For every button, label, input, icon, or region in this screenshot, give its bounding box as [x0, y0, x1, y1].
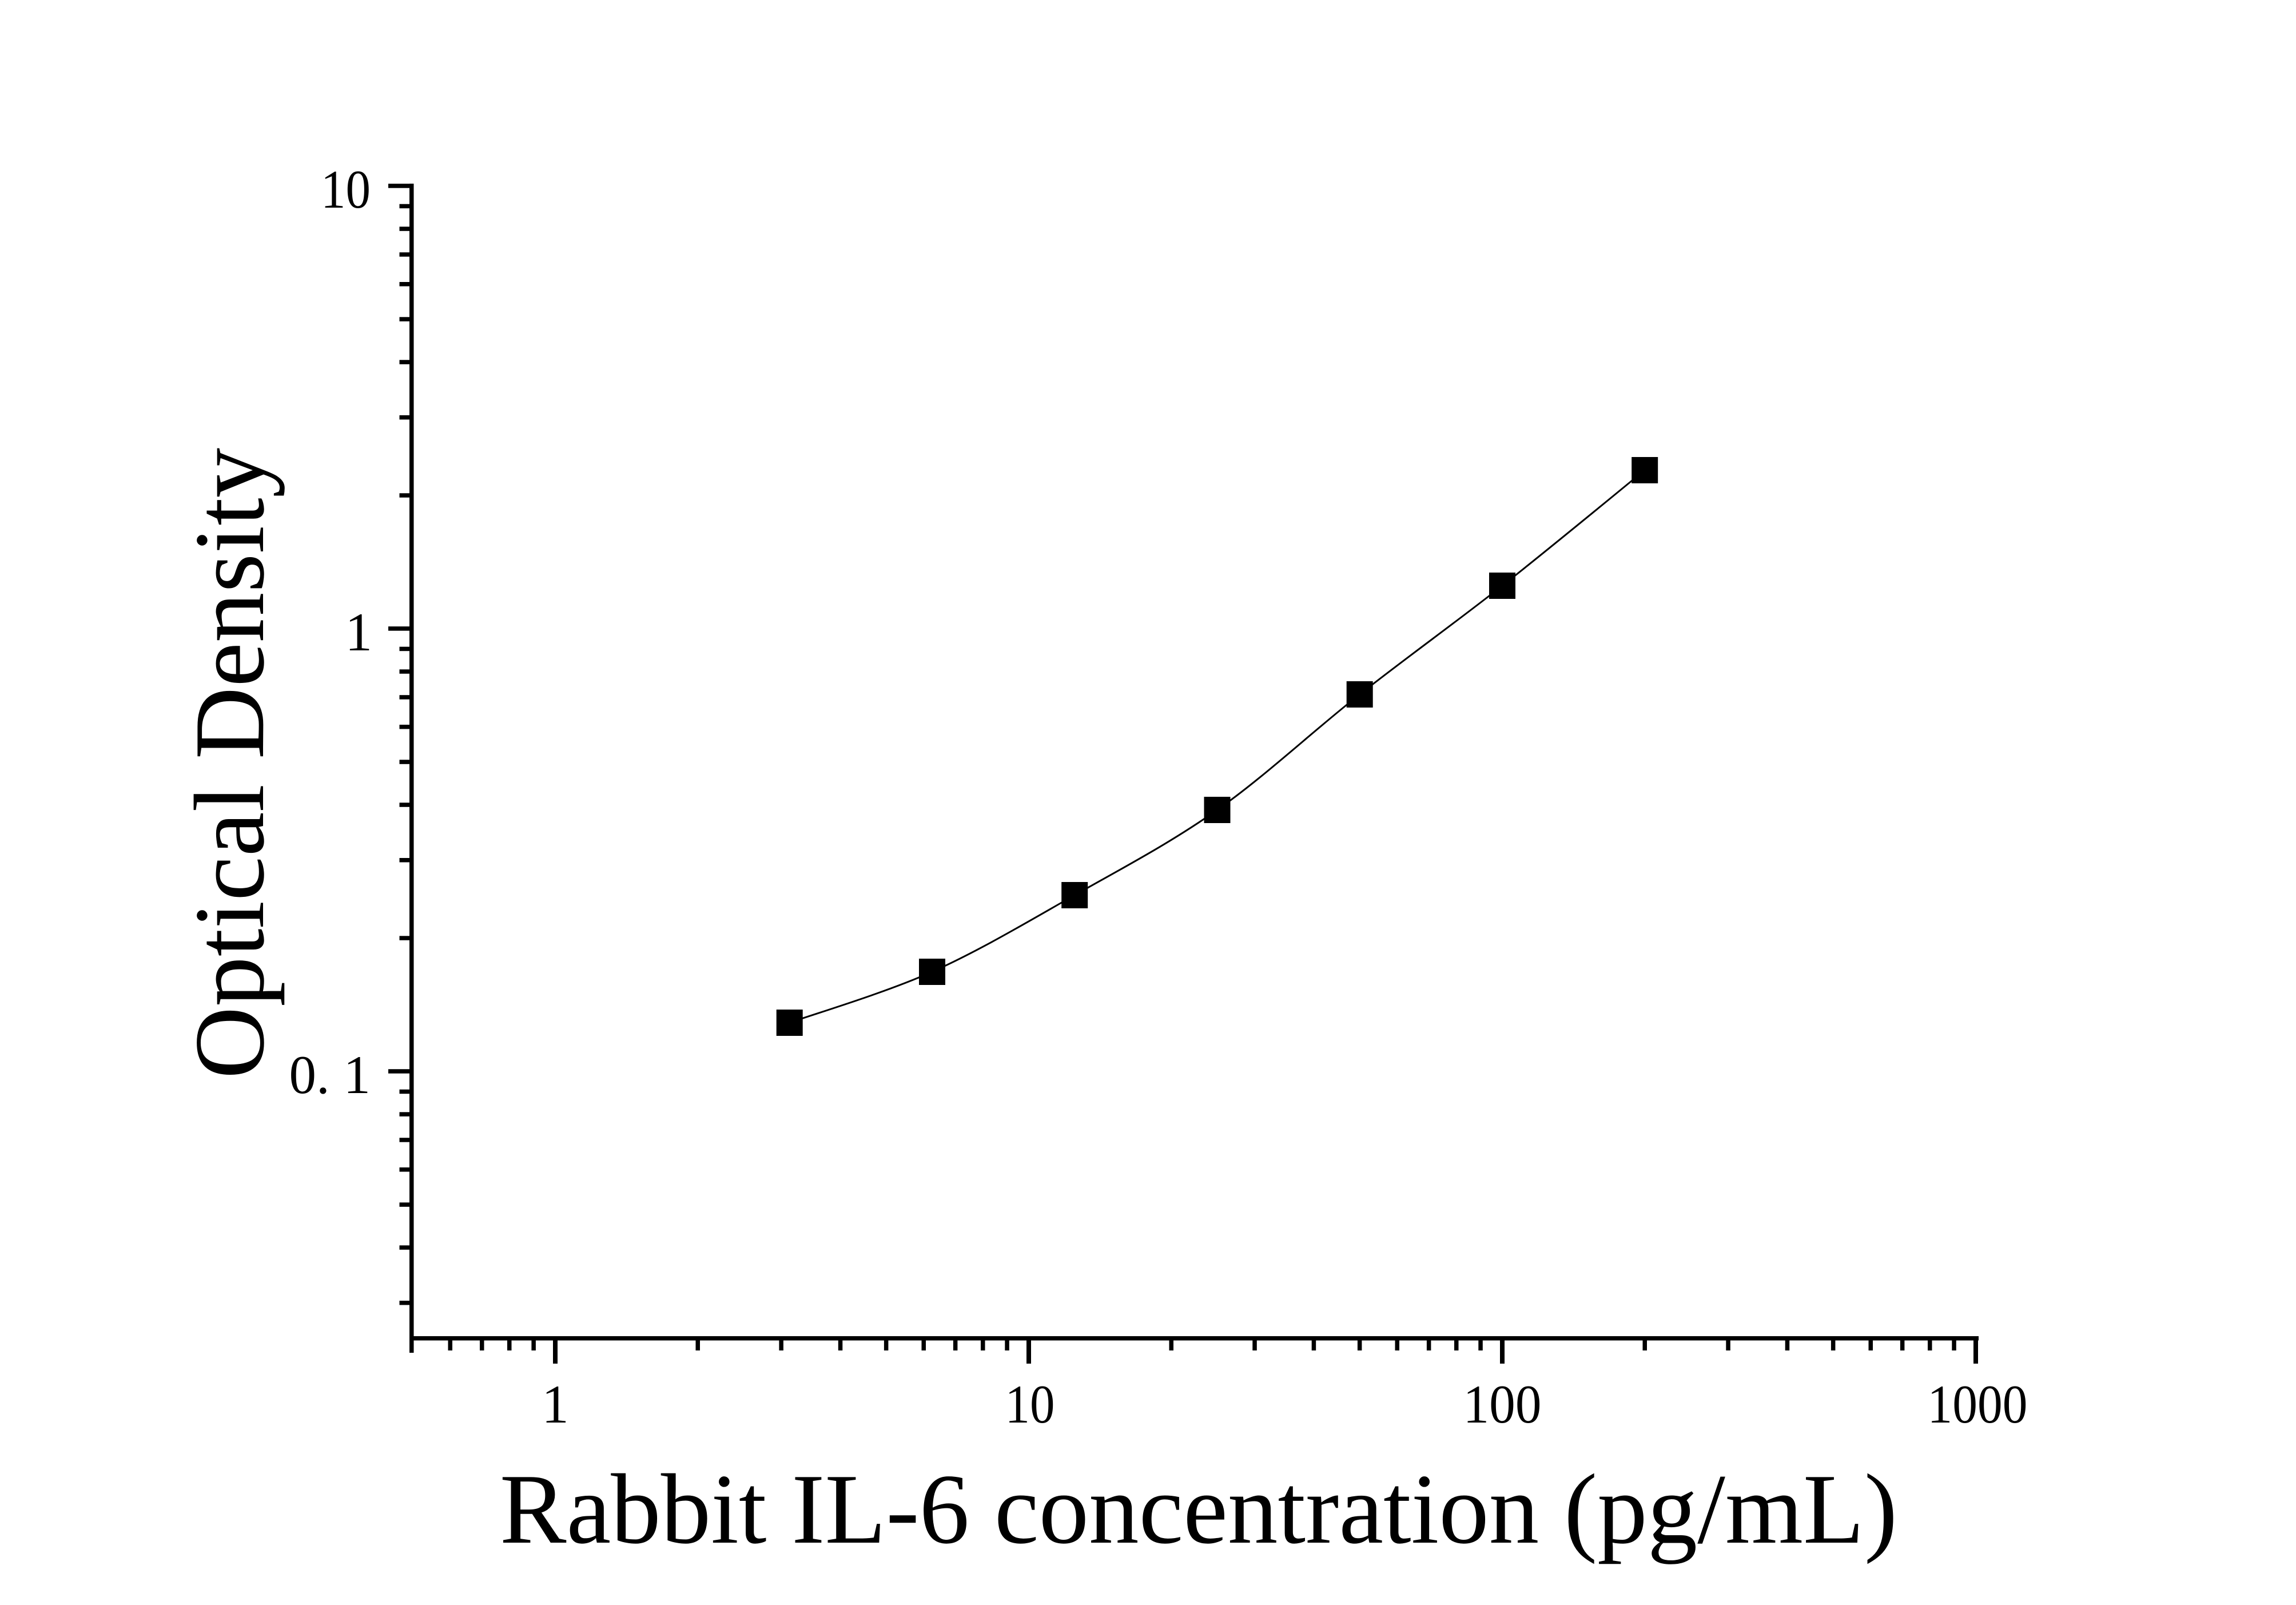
- svg-text:1000: 1000: [1928, 1374, 2028, 1435]
- svg-text:100: 100: [1463, 1374, 1542, 1435]
- svg-text:1: 1: [542, 1374, 569, 1435]
- svg-text:1: 1: [345, 602, 373, 662]
- svg-text:10: 10: [321, 159, 371, 220]
- svg-text:10: 10: [1005, 1374, 1055, 1435]
- svg-text:0. 1: 0. 1: [289, 1044, 371, 1105]
- svg-text:Optical Density: Optical Density: [174, 448, 285, 1079]
- svg-text:Rabbit IL-6 concentration (pg/: Rabbit IL-6 concentration (pg/mL): [500, 1453, 1897, 1564]
